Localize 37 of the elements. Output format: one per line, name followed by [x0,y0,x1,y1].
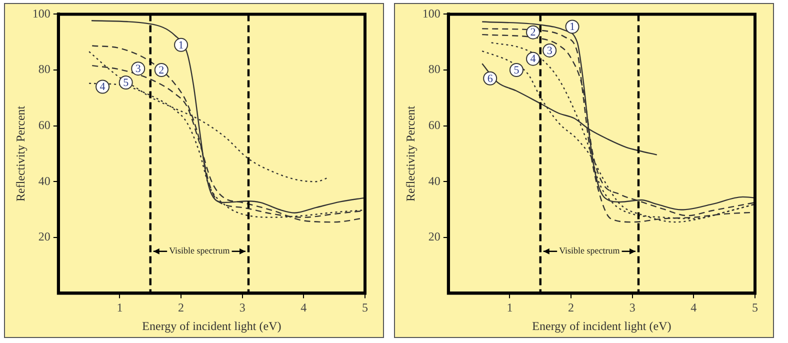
y-tick-label: 20 [428,230,440,244]
annotation: Visible spectrum [169,246,230,256]
y-tick-label: 40 [428,174,440,188]
annotation: 2 [530,26,536,39]
annotation: 4 [100,81,106,94]
annotation: 1 [178,39,184,52]
annotation: 5 [514,64,520,76]
annotation: 3 [135,62,142,75]
y-tick-label: 60 [428,118,440,132]
y-tick-label: 80 [38,62,50,76]
y-axis-title: Reflectivity Percent [403,105,418,202]
y-tick-label: 60 [38,118,50,132]
y-tick-label: 100 [32,6,50,20]
x-tick-label: 3 [239,300,246,315]
annotation: 6 [487,72,494,85]
x-tick-label: 2 [568,300,574,315]
x-tick-label: 1 [506,300,513,315]
annotation: 3 [546,44,553,57]
x-tick-label: 3 [629,300,636,315]
y-tick-label: 40 [38,174,50,188]
y-tick-label: 100 [422,6,440,20]
annotation: 1 [570,21,576,34]
annotation: Visible spectrum [559,246,620,256]
x-axis-title: Energy of incident light (eV) [532,318,672,333]
y-tick-label: 20 [38,230,50,244]
y-axis-title: Reflectivity Percent [13,105,28,202]
x-tick-label: 5 [362,300,368,315]
x-axis-title: Energy of incident light (eV) [142,318,282,333]
x-tick-label: 1 [116,300,123,315]
x-tick-label: 4 [300,300,307,315]
annotation: 2 [158,64,164,76]
y-tick-label: 80 [428,62,440,76]
x-tick-label: 4 [690,300,697,315]
annotation: 4 [530,53,536,66]
x-tick-label: 5 [752,300,758,315]
annotation: 5 [123,76,130,89]
x-tick-label: 2 [178,300,184,315]
